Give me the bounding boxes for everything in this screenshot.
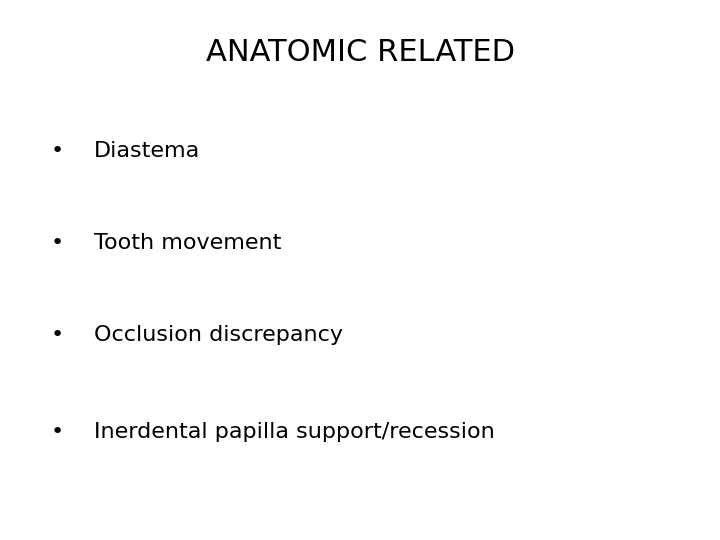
- Text: Tooth movement: Tooth movement: [94, 233, 281, 253]
- Text: •: •: [51, 422, 64, 442]
- Text: •: •: [51, 141, 64, 161]
- Text: Occlusion discrepancy: Occlusion discrepancy: [94, 325, 343, 345]
- Text: Diastema: Diastema: [94, 141, 200, 161]
- Text: •: •: [51, 325, 64, 345]
- Text: Inerdental papilla support/recession: Inerdental papilla support/recession: [94, 422, 495, 442]
- Text: ANATOMIC RELATED: ANATOMIC RELATED: [205, 38, 515, 67]
- Text: •: •: [51, 233, 64, 253]
